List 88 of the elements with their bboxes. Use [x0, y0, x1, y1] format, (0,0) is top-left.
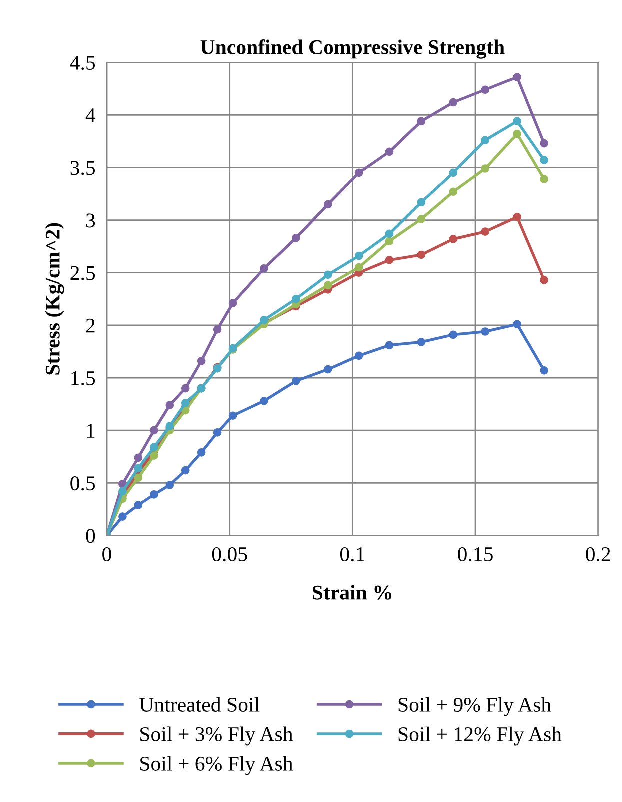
- point: [150, 490, 158, 499]
- y-tick-label: 2: [86, 318, 95, 333]
- y-tick-label: 1: [87, 424, 95, 438]
- point: [540, 366, 548, 375]
- x-tick-label: 0.15: [458, 547, 493, 562]
- point: [324, 270, 332, 280]
- point: [449, 98, 458, 107]
- y-tick-label: 0.5: [70, 476, 96, 491]
- point: [540, 276, 548, 284]
- point: [449, 168, 458, 178]
- point: [118, 487, 127, 496]
- y-tick-label: 1.5: [72, 371, 96, 386]
- point: [385, 230, 394, 238]
- point: [385, 256, 394, 264]
- point: [417, 250, 426, 260]
- point: [292, 234, 300, 242]
- point: [260, 316, 268, 324]
- y-tick-label: 4.5: [70, 56, 96, 70]
- y-tick-label: 4: [86, 108, 96, 122]
- point: [213, 428, 222, 437]
- point: [449, 330, 458, 340]
- x-tick-label: 0.1: [340, 547, 364, 562]
- x-tick-label: 0.05: [212, 547, 248, 562]
- point: [150, 443, 158, 452]
- point: [354, 252, 364, 260]
- point: [150, 452, 158, 460]
- point: [197, 448, 206, 457]
- point: [481, 328, 490, 336]
- point: [354, 352, 364, 360]
- point: [385, 341, 394, 350]
- y-tick-label: 2.5: [70, 266, 96, 280]
- legend-label: Soil + 9% Fly Ash: [398, 697, 552, 716]
- point: [417, 198, 426, 207]
- point: [292, 376, 300, 386]
- point: [260, 264, 268, 273]
- legend-label: Untreated Soil: [140, 697, 260, 712]
- point: [354, 168, 364, 178]
- chart-title: Unconfined Compressive Strength: [200, 40, 505, 59]
- point: [540, 156, 548, 165]
- point: [513, 117, 522, 126]
- point: [481, 136, 490, 145]
- point: [228, 412, 238, 420]
- point: [134, 454, 143, 462]
- point: [417, 215, 426, 224]
- point: [118, 512, 127, 521]
- x-tick-label: 0: [102, 547, 112, 562]
- point: [481, 164, 490, 173]
- point: [449, 188, 458, 196]
- point: [513, 212, 522, 222]
- point: [513, 130, 522, 138]
- point: [540, 139, 548, 148]
- y-tick-label: 0: [86, 529, 96, 544]
- point: [213, 325, 222, 334]
- point: [181, 466, 190, 475]
- legend-label: Soil + 6% Fly Ash: [140, 756, 294, 776]
- x-tick-label: 0.2: [586, 547, 610, 562]
- point: [134, 464, 143, 473]
- point: [513, 73, 522, 82]
- point: [324, 200, 332, 209]
- point: [385, 148, 394, 156]
- y-tick-label: 3: [86, 214, 96, 228]
- point: [324, 281, 332, 290]
- point: [449, 235, 458, 244]
- point: [513, 320, 522, 329]
- point: [260, 396, 268, 406]
- legend-label: Soil + 3% Fly Ash: [140, 726, 294, 746]
- point: [540, 175, 548, 184]
- y-tick-label: 3.5: [70, 161, 96, 176]
- point: [197, 357, 206, 366]
- point: [134, 501, 143, 510]
- point: [228, 299, 238, 308]
- point: [134, 474, 143, 482]
- x-axis-title: Strain %: [312, 585, 392, 600]
- y-axis-title: Stress (Kg/cm^2): [45, 223, 64, 375]
- point: [181, 384, 190, 393]
- point: [324, 365, 332, 374]
- point: [481, 228, 490, 236]
- point: [481, 86, 490, 94]
- point: [417, 117, 426, 126]
- point: [181, 399, 190, 408]
- point: [166, 481, 174, 490]
- point: [150, 426, 158, 435]
- legend-label: Soil + 12% Fly Ash: [398, 726, 562, 746]
- point: [385, 237, 394, 246]
- point: [292, 294, 300, 304]
- point: [417, 338, 426, 346]
- point: [354, 263, 364, 272]
- point: [166, 401, 174, 410]
